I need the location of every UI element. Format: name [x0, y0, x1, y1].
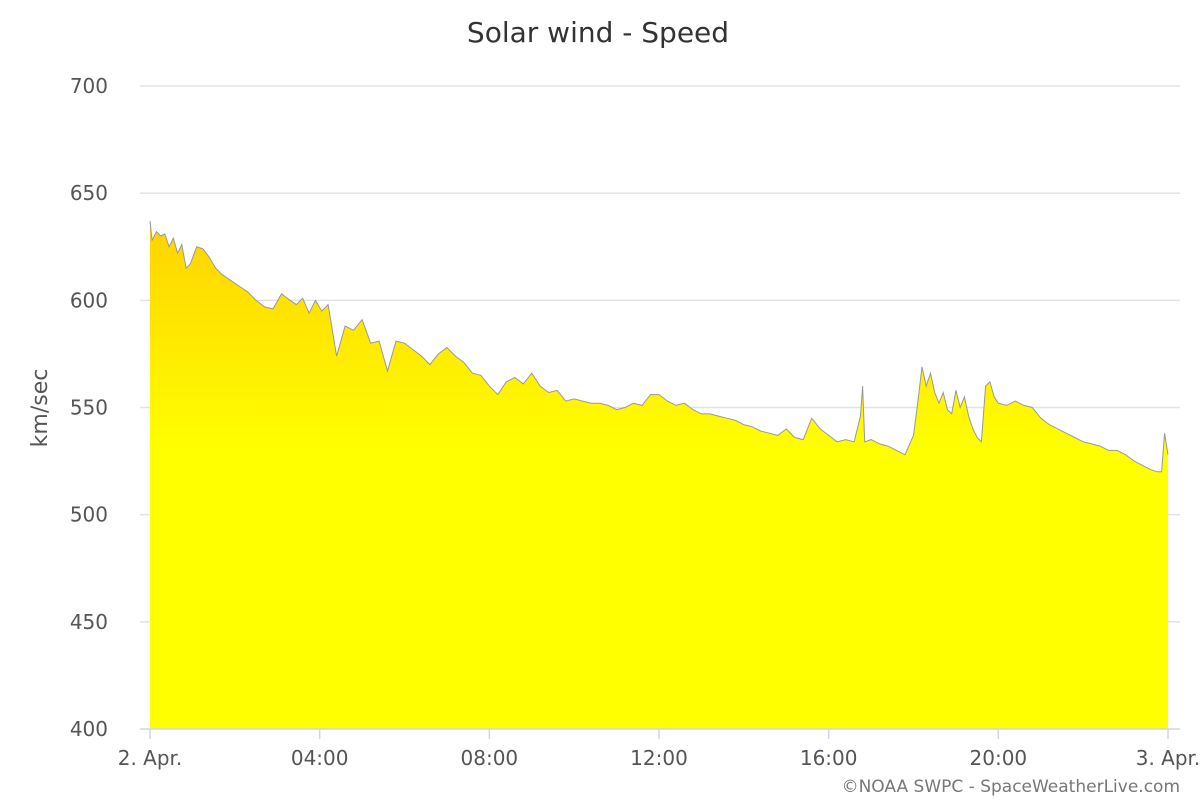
x-tick-label: 16:00: [800, 746, 858, 770]
x-tick-label: 20:00: [970, 746, 1028, 770]
x-tick-label: 2. Apr.: [118, 746, 183, 770]
credit-text[interactable]: ©NOAA SWPC - SpaceWeatherLive.com: [842, 777, 1180, 797]
y-tick-label: 650: [70, 181, 108, 205]
y-tick-label: 550: [70, 396, 108, 420]
x-tick-label: 12:00: [630, 746, 688, 770]
x-tick-label: 3. Apr.: [1136, 746, 1200, 770]
x-tick-label: 08:00: [461, 746, 519, 770]
chart-title: Solar wind - Speed: [467, 16, 729, 49]
y-tick-label: 500: [70, 503, 108, 527]
y-axis: 400 450 500 550 600 650 700: [70, 74, 108, 741]
x-axis-ticks: 2. Apr. 04:00 08:00 12:00 16:00 20:00 3. Apr.: [118, 729, 1200, 770]
y-axis-label: km/sec: [28, 369, 53, 448]
plot-area: [149, 220, 1169, 729]
y-tick-label: 600: [70, 288, 108, 312]
y-tick-label: 700: [70, 74, 108, 98]
y-tick-label: 450: [70, 610, 108, 634]
y-tick-label: 400: [70, 717, 108, 741]
speed-series-line[interactable]: [149, 220, 1169, 473]
speed-area-fill: [150, 221, 1168, 729]
x-tick-label: 04:00: [291, 746, 349, 770]
